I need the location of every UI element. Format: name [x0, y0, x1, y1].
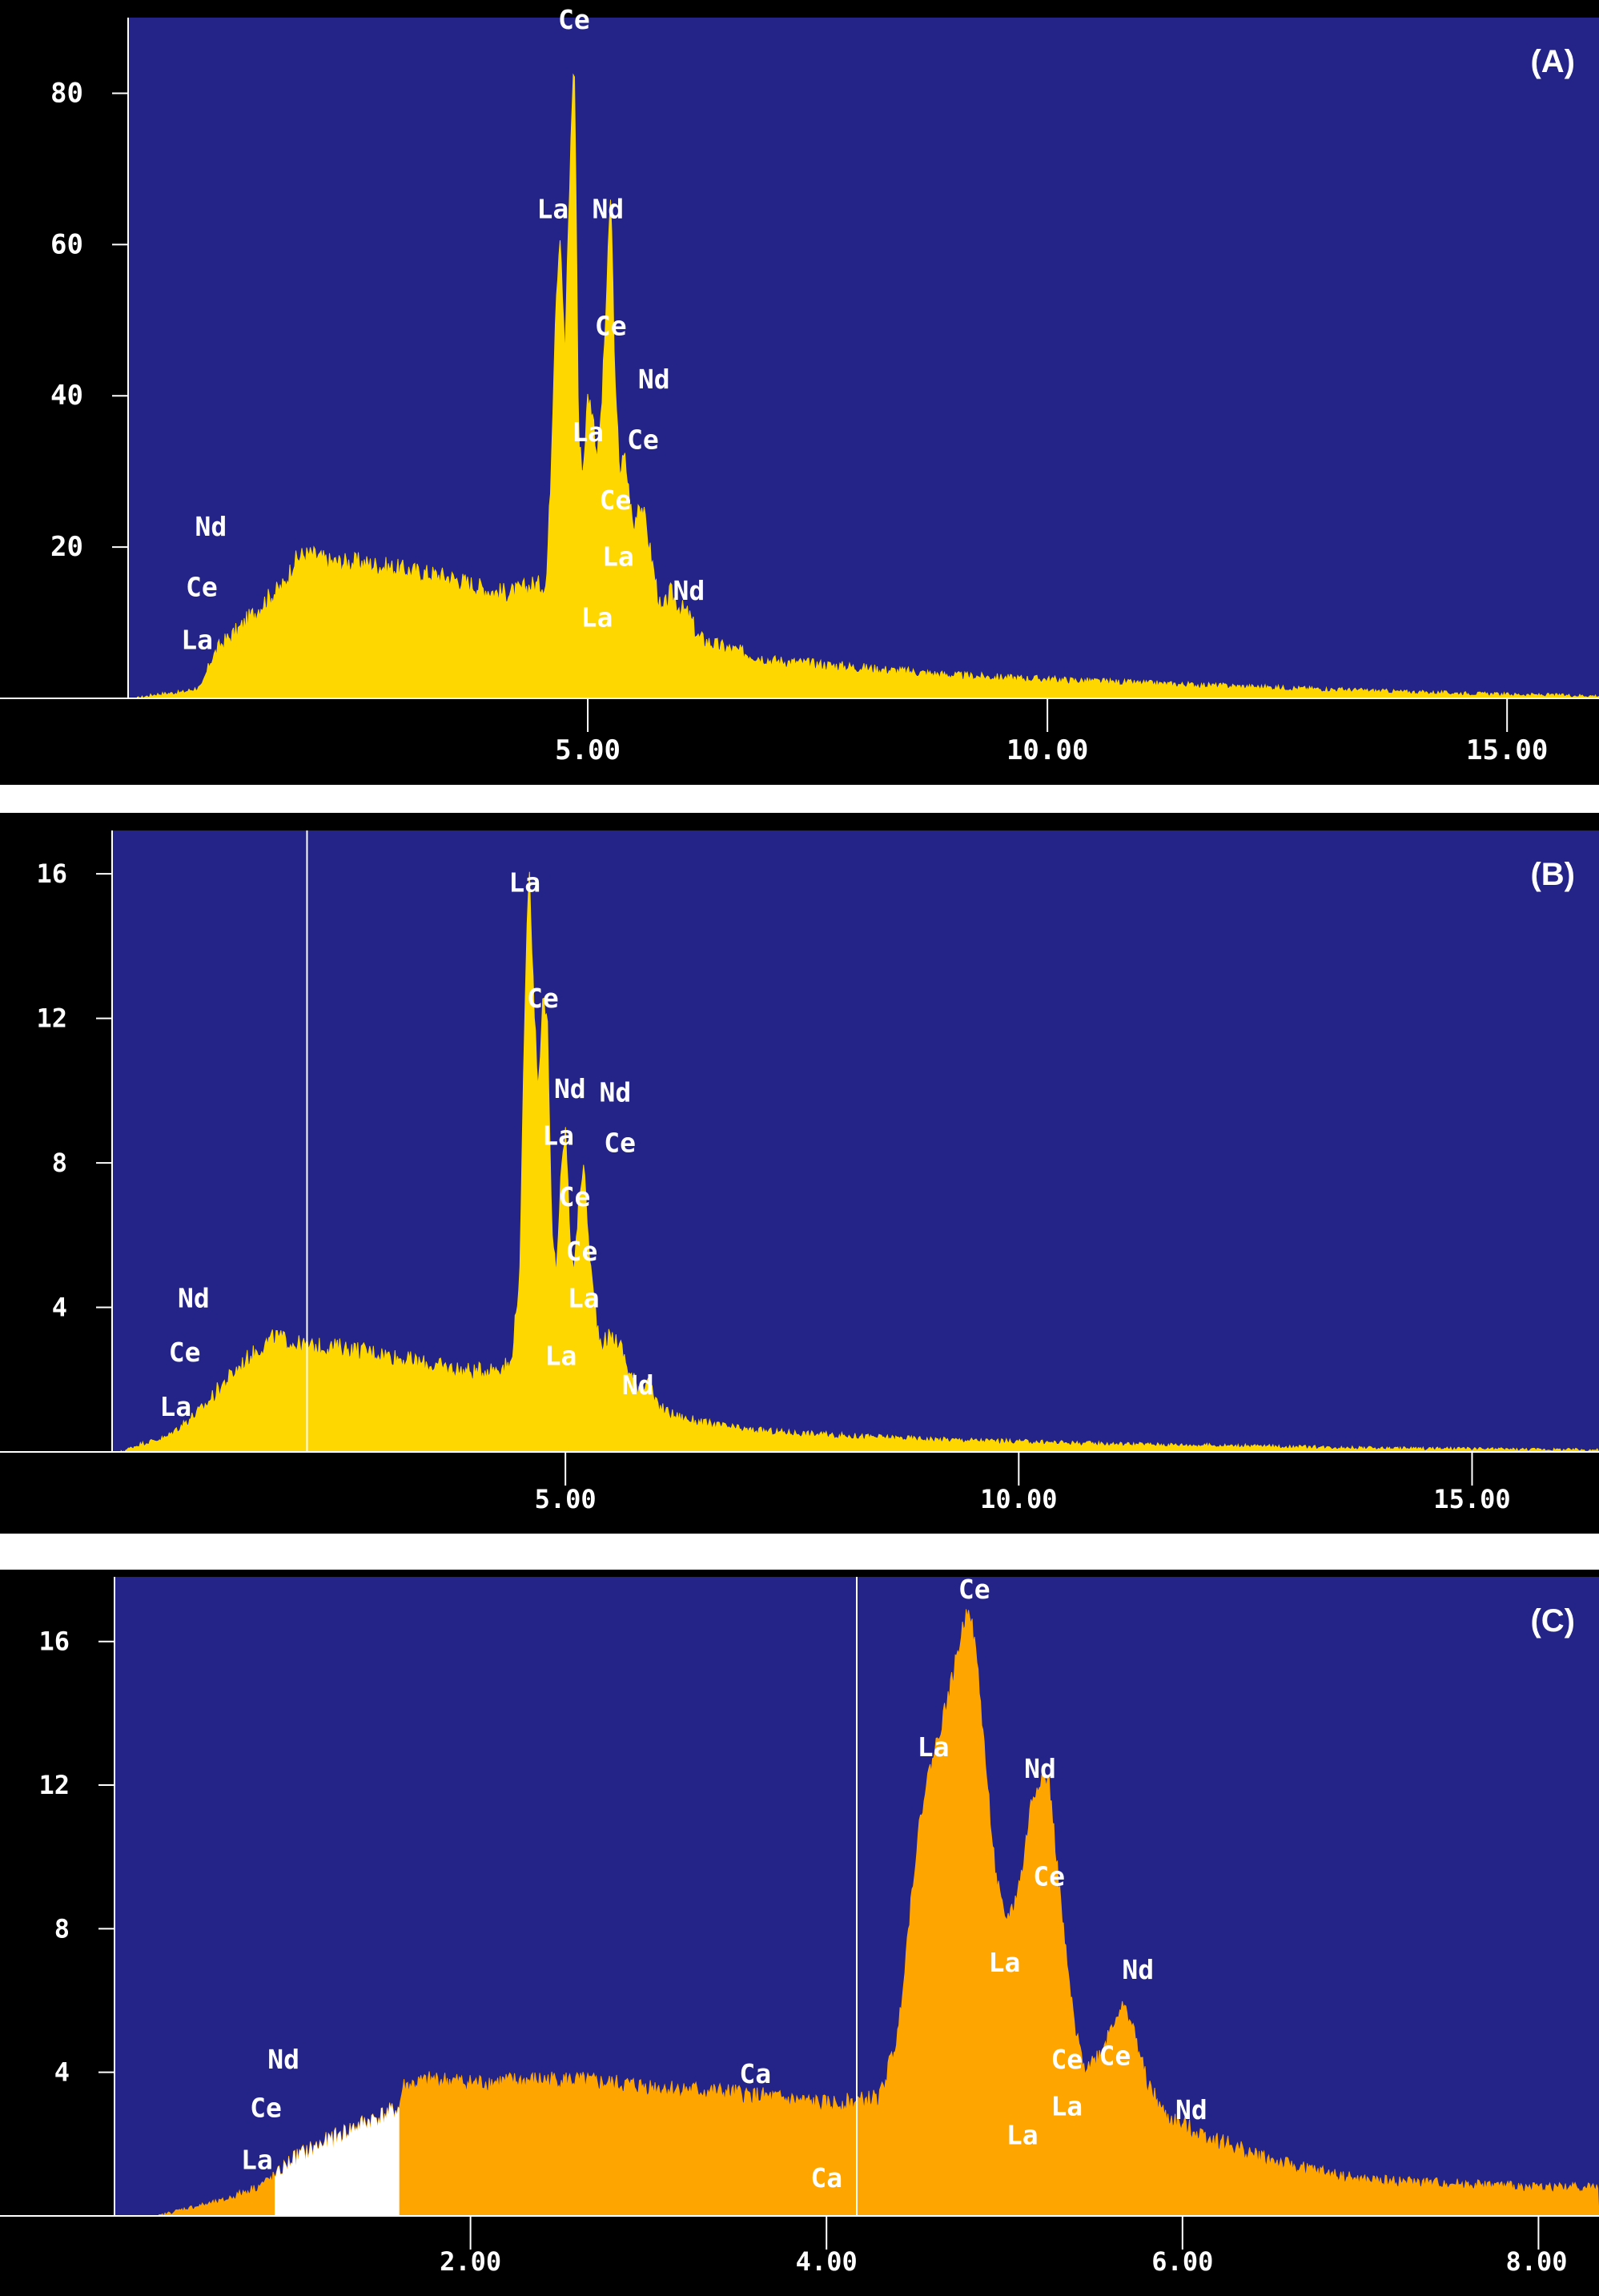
peak-label: Nd: [638, 364, 670, 395]
x-tick-label: 2.00: [440, 2246, 501, 2277]
peak-label: La: [581, 601, 613, 633]
x-tick-label: 8.00: [1505, 2246, 1567, 2277]
peak-label: Ce: [250, 2093, 282, 2124]
x-tick-label: 10.00: [980, 1484, 1057, 1514]
peak-label: La: [568, 1283, 600, 1314]
peak-label: Nd: [1024, 1753, 1056, 1784]
spectrum-area: [120, 871, 1599, 1453]
spectrum-highlight-region: [275, 2102, 400, 2216]
peak-label: La: [542, 1120, 574, 1152]
peak-label: Ce: [186, 572, 218, 603]
peak-label: Ce: [600, 485, 632, 516]
y-tick-label: 80: [50, 77, 83, 109]
peak-label: Nd: [673, 575, 705, 606]
x-tick-label: 15.00: [1466, 734, 1548, 766]
peak-label: La: [918, 1731, 950, 1763]
peak-label: La: [241, 2145, 273, 2176]
y-tick-label: 16: [38, 1627, 70, 1657]
y-tick-label: 40: [50, 380, 83, 412]
peak-label: Ce: [169, 1337, 201, 1368]
peak-label: La: [1051, 2090, 1083, 2121]
peak-label: Nd: [554, 1073, 586, 1104]
peak-label: La: [545, 1341, 577, 1372]
spectrum-panel-c: 4 8 12 16 2.00 4.00 6.00 8.00 Ce La Nd Ce La Nd Ce Ce La…: [0, 1570, 1599, 2296]
x-tick-label: 6.00: [1151, 2246, 1213, 2277]
peak-label: La: [572, 416, 604, 448]
peak-label: La: [537, 193, 569, 224]
peak-label: La: [181, 625, 213, 656]
peak-label: Nd: [622, 1369, 654, 1401]
spectrum-chart-b: 4 8 12 16 5.00 10.00 15.00 La Ce Nd Nd La Ce Ce Ce La La…: [0, 813, 1599, 1534]
panel-label: (A): [1530, 44, 1575, 79]
x-tick-label: 5.00: [555, 734, 621, 766]
x-tick-label: 4.00: [796, 2246, 858, 2277]
peak-label: Ce: [604, 1128, 636, 1159]
y-tick-label: 4: [54, 2057, 70, 2088]
peak-label: Ce: [958, 1574, 990, 1605]
y-tick-label: 20: [50, 531, 83, 563]
peak-label: Ce: [1099, 2041, 1131, 2072]
peak-label: Ce: [558, 4, 590, 35]
peak-label: Ce: [527, 983, 559, 1014]
peak-label: Ce: [595, 311, 627, 342]
peak-label: Nd: [1175, 2094, 1207, 2125]
y-tick-label: 8: [52, 1148, 67, 1178]
panel-label: (C): [1530, 1603, 1575, 1639]
spectrum-chart-a: 20 40 60 80 5.00 10.00 15.00 Ce La Nd Ce Nd La Ce Ce La…: [0, 0, 1599, 785]
x-tick-label: 5.00: [535, 1484, 597, 1514]
peak-label: Ca: [739, 2058, 771, 2089]
peak-label: Nd: [195, 511, 227, 542]
peak-label: Ce: [627, 424, 659, 455]
peak-label: Nd: [178, 1283, 210, 1314]
peak-label: La: [989, 1947, 1021, 1978]
peak-label: Ce: [566, 1236, 598, 1267]
y-tick-label: 12: [38, 1770, 70, 1800]
y-tick-label: 12: [36, 1003, 67, 1034]
peak-label: La: [159, 1391, 191, 1422]
peak-label: Nd: [1122, 1954, 1154, 1985]
peak-label: La: [602, 541, 634, 573]
y-tick-label: 60: [50, 228, 83, 260]
y-tick-label: 4: [52, 1293, 67, 1323]
peak-label: Ce: [559, 1181, 591, 1212]
peak-label: Ce: [1033, 1861, 1065, 1892]
plot-area: [112, 830, 1599, 1452]
x-tick-label: 15.00: [1433, 1484, 1510, 1514]
y-tick-label: 16: [36, 858, 67, 889]
peak-label: La: [1006, 2119, 1039, 2150]
panel-label: (B): [1530, 857, 1575, 892]
y-tick-label: 8: [54, 1913, 70, 1944]
peak-label: Nd: [267, 2044, 299, 2075]
spectrum-area: [137, 73, 1599, 699]
peak-label: Nd: [600, 1076, 632, 1108]
peak-label: La: [508, 867, 540, 899]
spectrum-panel-b: 4 8 12 16 5.00 10.00 15.00 La Ce Nd Nd La Ce Ce Ce La La…: [0, 813, 1599, 1558]
peak-label: Ce: [1051, 2044, 1083, 2075]
spectrum-chart-c: 4 8 12 16 2.00 4.00 6.00 8.00 Ce La Nd Ce La Nd Ce Ce La…: [0, 1570, 1599, 2296]
peak-label: Ca: [810, 2162, 842, 2193]
peak-label: Nd: [592, 193, 624, 224]
spectrum-panel-a: 20 40 60 80 5.00 10.00 15.00 Ce La Nd Ce Nd La Ce Ce La…: [0, 0, 1599, 801]
x-tick-label: 10.00: [1006, 734, 1088, 766]
